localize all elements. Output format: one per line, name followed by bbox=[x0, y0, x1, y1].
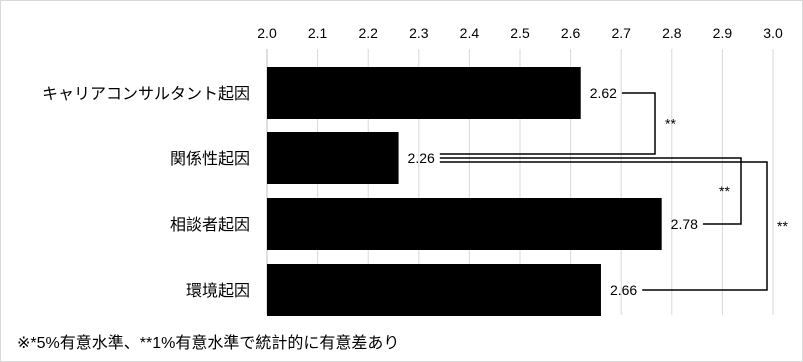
bars bbox=[267, 67, 662, 316]
x-tick-label: 2.9 bbox=[713, 25, 733, 41]
x-tick-label: 2.8 bbox=[662, 25, 682, 41]
significance-label: ** bbox=[665, 116, 676, 132]
x-axis-ticks: 2.0 2.1 2.2 2.3 2.4 2.5 2.6 2.7 2.8 2.9 3.0 bbox=[257, 25, 783, 41]
category-label: 関係性起因 bbox=[170, 150, 250, 168]
significance-bracket bbox=[439, 92, 656, 155]
x-tick-label: 2.7 bbox=[611, 25, 631, 41]
x-tick-label: 2.4 bbox=[460, 25, 480, 41]
significance-bracket bbox=[439, 157, 742, 225]
data-label: 2.66 bbox=[610, 282, 637, 298]
x-tick-label: 2.1 bbox=[308, 25, 328, 41]
category-label: キャリアコンサルタント起因 bbox=[42, 85, 250, 103]
bar bbox=[267, 198, 662, 250]
category-label: 環境起因 bbox=[186, 281, 250, 300]
significance-label: ** bbox=[719, 183, 730, 199]
x-tick-label: 2.3 bbox=[409, 25, 429, 41]
bar bbox=[267, 67, 581, 119]
significance-label: ** bbox=[777, 218, 788, 234]
footnote: ※*5%有意水準、**1%有意水準で統計的に有意差あり bbox=[17, 333, 399, 352]
bar bbox=[267, 132, 399, 184]
x-tick-label: 2.2 bbox=[358, 25, 378, 41]
data-label: 2.26 bbox=[408, 150, 435, 166]
x-tick-label: 3.0 bbox=[763, 25, 783, 41]
bar bbox=[267, 264, 601, 316]
category-label: 相談者起因 bbox=[170, 216, 250, 234]
x-tick-label: 2.5 bbox=[510, 25, 530, 41]
significance-bracket bbox=[439, 161, 768, 291]
x-tick-label: 2.0 bbox=[257, 25, 277, 41]
data-label: 2.62 bbox=[590, 85, 617, 101]
data-label: 2.78 bbox=[671, 216, 698, 232]
x-tick-label: 2.6 bbox=[561, 25, 581, 41]
data-labels: 2.62 2.26 2.78 2.66 bbox=[408, 85, 699, 298]
significance-brackets: ** ** ** bbox=[439, 92, 788, 291]
